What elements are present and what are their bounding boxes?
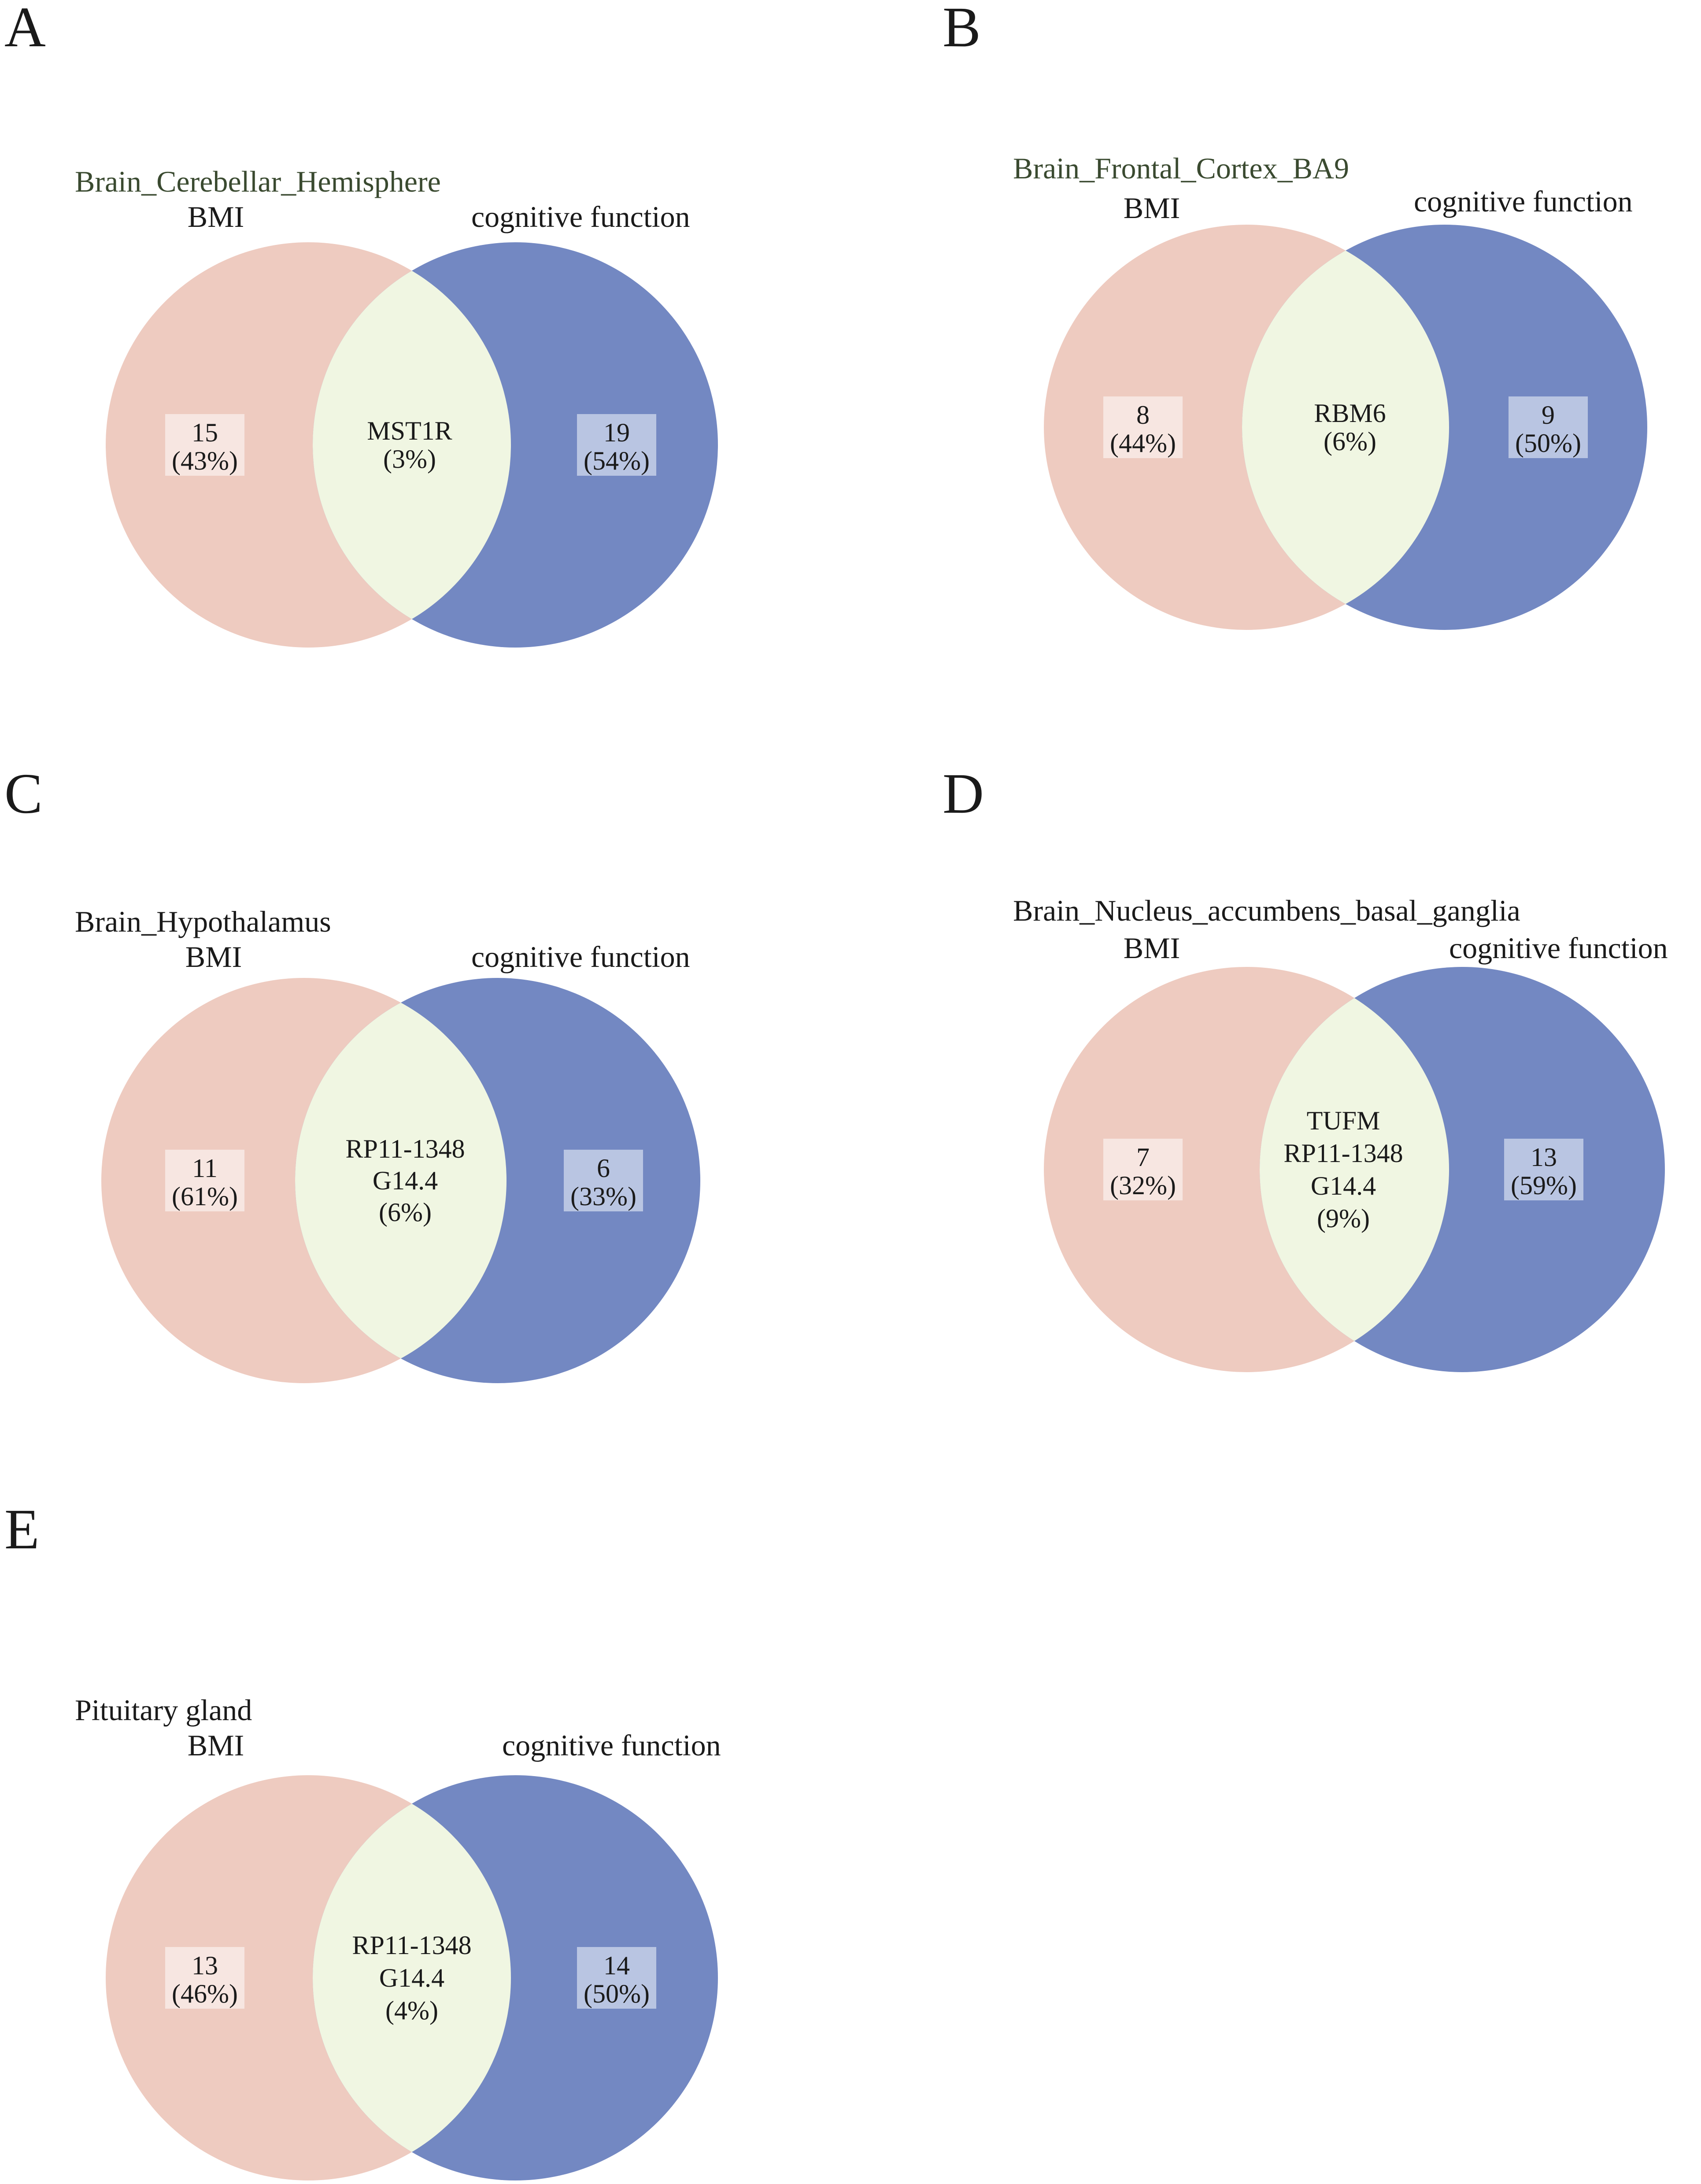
- bmi-only-badge: [1103, 396, 1183, 458]
- tissue-title: Brain_Frontal_Cortex_BA9: [1013, 152, 1349, 185]
- venn-panel-b: B Brain_Frontal_Cortex_BA9 BMI cognitive fu…: [943, 0, 1647, 630]
- cognitive-only-badge: [564, 1150, 643, 1211]
- overlap-region: [313, 1775, 511, 2180]
- cognitive-only-percent: (59%): [1511, 1171, 1577, 1200]
- overlap-gene: G14.4: [379, 1963, 444, 1992]
- bmi-set-label: BMI: [188, 1729, 244, 1762]
- bmi-set-label: BMI: [185, 940, 242, 974]
- overlap-gene: RP11-1348: [1283, 1139, 1403, 1168]
- bmi-only-count: 13: [192, 1951, 218, 1980]
- bmi-only-count: 11: [192, 1154, 218, 1183]
- overlap-percent: (4%): [385, 1996, 438, 2025]
- bmi-only-percent: (46%): [172, 1979, 238, 2008]
- bmi-only-badge: [1103, 1139, 1183, 1200]
- overlap-gene: RP11-1348: [345, 1134, 465, 1163]
- cognitive-set-label: cognitive function: [1449, 931, 1668, 965]
- overlap-percent: (6%): [1324, 427, 1376, 456]
- overlap-gene: RP11-1348: [352, 1931, 471, 1960]
- panel-letter: A: [4, 0, 46, 59]
- panel-letter: B: [943, 0, 981, 59]
- overlap-gene: MST1R: [367, 416, 452, 445]
- bmi-only-percent: (44%): [1110, 429, 1176, 458]
- cognitive-only-percent: (33%): [570, 1182, 636, 1211]
- cognitive-only-percent: (54%): [584, 446, 650, 475]
- overlap-percent: (9%): [1317, 1204, 1370, 1233]
- panel-letter: E: [4, 1498, 39, 1561]
- tissue-title: Brain_Hypothalamus: [75, 905, 331, 938]
- overlap-gene: RBM6: [1314, 399, 1386, 428]
- cognitive-set-label: cognitive function: [471, 200, 690, 233]
- cognitive-only-percent: (50%): [1515, 429, 1581, 458]
- bmi-set-label: BMI: [1124, 191, 1180, 225]
- cognitive-only-count: 14: [603, 1951, 630, 1980]
- bmi-only-count: 8: [1136, 400, 1150, 429]
- overlap-gene: TUFM: [1307, 1106, 1380, 1135]
- cognitive-only-count: 19: [603, 418, 630, 447]
- overlap-region: [1242, 225, 1449, 630]
- overlap-gene: G14.4: [373, 1166, 438, 1195]
- overlap-region: [295, 978, 507, 1383]
- bmi-only-count: 7: [1136, 1143, 1150, 1172]
- cognitive-only-badge: [1504, 1139, 1583, 1200]
- cognitive-only-count: 9: [1542, 400, 1555, 429]
- overlap-percent: (6%): [379, 1198, 432, 1227]
- cognitive-only-badge: [577, 1947, 656, 2009]
- bmi-set-label: BMI: [1124, 931, 1180, 965]
- bmi-set-label: BMI: [188, 200, 244, 233]
- panel-letter: D: [943, 762, 984, 825]
- bmi-only-percent: (43%): [172, 446, 238, 475]
- bmi-only-percent: (61%): [172, 1182, 238, 1211]
- cognitive-set-label: cognitive function: [1414, 185, 1633, 218]
- cognitive-only-badge: [577, 414, 656, 476]
- tissue-title: Pituitary gland: [75, 1693, 252, 1727]
- bmi-only-badge: [165, 414, 244, 476]
- overlap-region: [313, 242, 511, 648]
- bmi-only-percent: (32%): [1110, 1171, 1176, 1200]
- venn-panel-d: D Brain_Nucleus_accumbens_basal_ganglia BM…: [943, 762, 1668, 1372]
- bmi-only-badge: [165, 1947, 244, 2009]
- cognitive-only-count: 6: [597, 1154, 610, 1183]
- cognitive-only-count: 13: [1531, 1143, 1557, 1172]
- bmi-only-count: 15: [192, 418, 218, 447]
- bmi-only-badge: [165, 1150, 244, 1211]
- cognitive-set-label: cognitive function: [502, 1729, 721, 1762]
- tissue-title: Brain_Nucleus_accumbens_basal_ganglia: [1013, 894, 1520, 927]
- cognitive-set-label: cognitive function: [471, 940, 690, 974]
- tissue-title: Brain_Cerebellar_Hemisphere: [75, 165, 441, 198]
- cognitive-only-percent: (50%): [584, 1979, 650, 2008]
- overlap-region: [1260, 967, 1449, 1372]
- cognitive-only-badge: [1509, 396, 1588, 458]
- panel-letter: C: [4, 762, 43, 825]
- overlap-percent: (3%): [383, 444, 436, 474]
- overlap-gene: G14.4: [1311, 1171, 1376, 1200]
